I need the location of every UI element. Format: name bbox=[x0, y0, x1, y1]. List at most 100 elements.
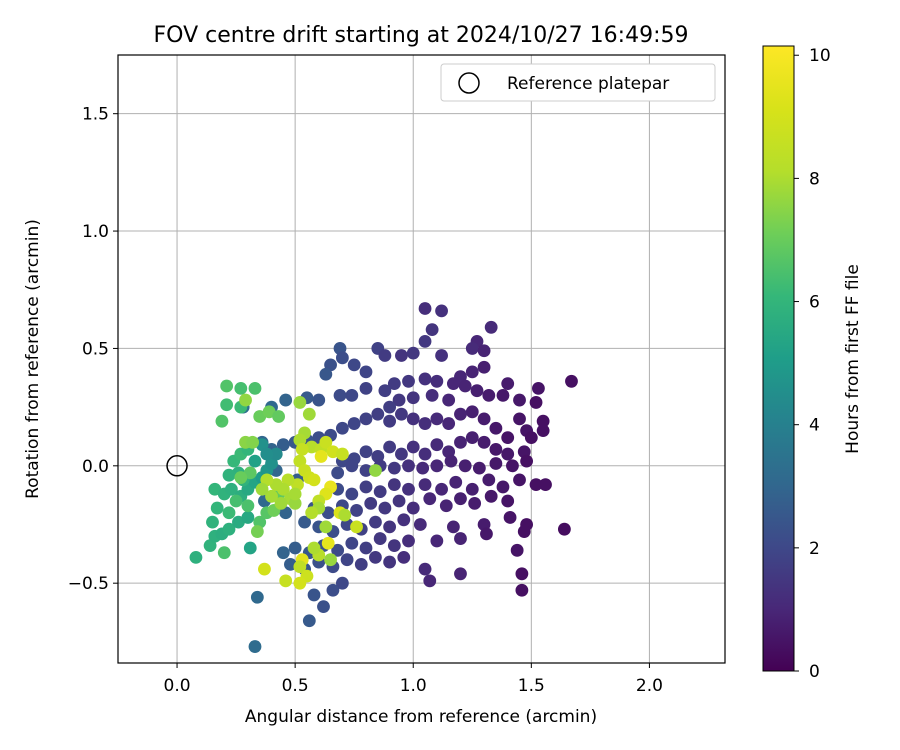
data-point bbox=[454, 567, 467, 581]
data-point bbox=[243, 466, 257, 480]
data-point bbox=[258, 562, 271, 576]
data-point bbox=[496, 480, 510, 494]
data-point bbox=[418, 478, 432, 491]
data-point bbox=[395, 349, 408, 362]
data-point bbox=[470, 384, 484, 398]
data-point bbox=[293, 576, 307, 590]
colorbar-tick-label: 8 bbox=[809, 169, 820, 189]
data-point bbox=[458, 459, 472, 473]
data-point bbox=[510, 543, 524, 557]
data-point bbox=[369, 464, 382, 477]
data-point bbox=[501, 431, 515, 445]
data-point bbox=[402, 482, 415, 496]
data-point bbox=[295, 442, 309, 456]
data-point bbox=[307, 473, 321, 487]
data-point bbox=[272, 410, 286, 423]
data-point bbox=[383, 520, 397, 534]
data-point bbox=[392, 393, 406, 407]
data-point bbox=[484, 320, 498, 334]
y-axis-label: Rotation from reference (arcmin) bbox=[23, 219, 43, 499]
data-point bbox=[359, 365, 373, 379]
data-point bbox=[458, 379, 472, 393]
data-point bbox=[482, 388, 496, 402]
data-point bbox=[206, 515, 219, 529]
y-tick-label: 0.0 bbox=[82, 457, 109, 477]
data-point bbox=[383, 555, 397, 569]
data-point bbox=[222, 506, 236, 520]
y-tick-label: 0.5 bbox=[82, 339, 109, 359]
data-point bbox=[369, 515, 382, 529]
data-point bbox=[335, 421, 349, 435]
colorbar-gradient bbox=[762, 45, 795, 672]
data-point bbox=[359, 412, 373, 426]
data-point bbox=[274, 496, 288, 510]
data-point bbox=[333, 388, 347, 402]
data-point bbox=[288, 496, 302, 510]
data-point bbox=[359, 464, 373, 477]
data-point bbox=[477, 435, 491, 449]
data-point bbox=[435, 482, 448, 496]
legend-box bbox=[440, 63, 716, 102]
data-point bbox=[482, 473, 496, 487]
data-point bbox=[430, 438, 444, 452]
data-point bbox=[442, 393, 456, 407]
data-point bbox=[210, 501, 224, 515]
reference-marker-group bbox=[166, 455, 188, 477]
data-point bbox=[383, 414, 397, 428]
data-point bbox=[392, 494, 406, 508]
colorbar-tick-label: 6 bbox=[809, 293, 820, 313]
data-point bbox=[234, 381, 248, 395]
data-point bbox=[397, 513, 411, 527]
data-point bbox=[513, 393, 526, 407]
legend-label: Reference platepar bbox=[507, 74, 669, 94]
data-point bbox=[418, 302, 432, 315]
data-point bbox=[319, 367, 333, 381]
data-point bbox=[539, 478, 552, 491]
data-point bbox=[369, 550, 382, 564]
x-tick-label: 1.5 bbox=[518, 676, 545, 696]
data-point bbox=[501, 494, 515, 508]
data-point bbox=[326, 583, 340, 597]
data-point bbox=[418, 447, 432, 461]
data-point bbox=[442, 417, 456, 430]
data-point bbox=[217, 546, 231, 560]
data-point bbox=[506, 459, 519, 473]
data-point bbox=[307, 541, 321, 555]
data-point bbox=[248, 381, 262, 395]
data-point bbox=[208, 482, 222, 496]
data-point bbox=[347, 417, 361, 430]
data-point bbox=[345, 459, 359, 473]
data-point bbox=[229, 494, 243, 508]
data-point bbox=[335, 576, 349, 590]
data-point bbox=[406, 346, 420, 360]
data-point bbox=[312, 393, 326, 407]
data-point bbox=[220, 379, 234, 393]
data-point bbox=[515, 583, 529, 597]
data-point bbox=[269, 447, 283, 461]
data-point bbox=[243, 541, 257, 555]
data-point bbox=[489, 442, 503, 456]
data-point bbox=[371, 407, 385, 421]
data-point bbox=[480, 527, 493, 541]
data-point bbox=[489, 421, 503, 435]
data-point bbox=[314, 450, 328, 463]
data-point bbox=[454, 407, 467, 421]
data-point bbox=[435, 304, 448, 318]
data-point bbox=[248, 454, 262, 468]
data-point bbox=[444, 454, 458, 468]
data-point bbox=[340, 553, 354, 567]
data-point bbox=[529, 478, 543, 491]
data-point bbox=[338, 508, 352, 522]
data-point bbox=[425, 388, 439, 402]
data-point bbox=[477, 360, 491, 374]
data-point bbox=[446, 520, 460, 534]
data-point bbox=[241, 511, 255, 524]
data-point bbox=[331, 466, 345, 480]
data-point bbox=[484, 489, 498, 503]
data-point bbox=[532, 381, 545, 395]
data-point bbox=[359, 381, 373, 395]
y-tick-label: 1.5 bbox=[82, 105, 109, 125]
data-point bbox=[517, 525, 531, 538]
data-point bbox=[406, 412, 420, 426]
